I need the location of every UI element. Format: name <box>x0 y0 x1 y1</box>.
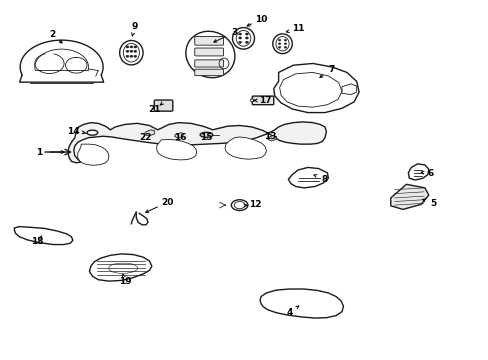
Circle shape <box>238 37 241 39</box>
Polygon shape <box>341 84 356 95</box>
Polygon shape <box>224 137 266 159</box>
Polygon shape <box>89 254 152 281</box>
Text: 11: 11 <box>291 24 304 33</box>
Text: 14: 14 <box>66 127 79 136</box>
Circle shape <box>238 33 241 35</box>
Circle shape <box>250 99 254 102</box>
Polygon shape <box>288 167 328 188</box>
Ellipse shape <box>232 28 254 49</box>
Text: 5: 5 <box>430 199 436 208</box>
Circle shape <box>134 50 137 52</box>
Circle shape <box>126 46 129 48</box>
FancyBboxPatch shape <box>154 100 172 111</box>
Polygon shape <box>174 133 183 138</box>
Polygon shape <box>14 226 73 244</box>
Circle shape <box>278 43 280 45</box>
FancyBboxPatch shape <box>194 48 223 56</box>
Polygon shape <box>157 139 196 160</box>
Text: 10: 10 <box>255 15 267 24</box>
Text: 6: 6 <box>427 169 433 178</box>
Text: 8: 8 <box>321 175 327 184</box>
Ellipse shape <box>231 200 247 211</box>
Circle shape <box>284 46 286 48</box>
Text: 12: 12 <box>248 200 261 209</box>
Text: 4: 4 <box>285 308 292 317</box>
Circle shape <box>126 55 129 57</box>
Polygon shape <box>407 164 428 180</box>
Circle shape <box>126 50 129 52</box>
Ellipse shape <box>200 132 212 137</box>
Polygon shape <box>267 135 276 141</box>
Polygon shape <box>390 184 428 210</box>
Circle shape <box>278 46 280 48</box>
Polygon shape <box>273 63 358 113</box>
Text: 3: 3 <box>231 28 237 37</box>
Circle shape <box>238 41 241 43</box>
Circle shape <box>284 43 286 45</box>
Text: 15: 15 <box>200 133 212 142</box>
Circle shape <box>134 46 137 48</box>
Circle shape <box>134 55 137 57</box>
Circle shape <box>130 50 133 52</box>
Text: 2: 2 <box>49 30 55 39</box>
Text: 16: 16 <box>174 133 186 142</box>
Ellipse shape <box>185 31 234 78</box>
Polygon shape <box>68 122 326 163</box>
Text: 21: 21 <box>148 105 160 114</box>
Polygon shape <box>145 130 155 136</box>
Polygon shape <box>260 289 343 318</box>
Text: 17: 17 <box>259 96 271 105</box>
Circle shape <box>130 46 133 48</box>
Circle shape <box>245 37 248 39</box>
Text: 7: 7 <box>327 65 334 74</box>
Text: 1: 1 <box>36 148 42 157</box>
FancyBboxPatch shape <box>194 37 223 45</box>
Circle shape <box>245 41 248 43</box>
Circle shape <box>278 39 280 41</box>
Text: 18: 18 <box>31 237 43 246</box>
Text: 20: 20 <box>161 198 173 207</box>
Ellipse shape <box>272 34 292 54</box>
Text: 9: 9 <box>131 22 138 31</box>
Ellipse shape <box>120 41 143 65</box>
Circle shape <box>245 33 248 35</box>
Circle shape <box>284 39 286 41</box>
Ellipse shape <box>87 130 98 135</box>
Circle shape <box>130 55 133 57</box>
Polygon shape <box>78 144 109 165</box>
FancyBboxPatch shape <box>194 69 223 76</box>
FancyBboxPatch shape <box>252 96 273 105</box>
Text: 19: 19 <box>119 276 131 285</box>
Text: 13: 13 <box>263 132 276 141</box>
FancyBboxPatch shape <box>194 60 223 67</box>
Text: 22: 22 <box>139 133 151 142</box>
